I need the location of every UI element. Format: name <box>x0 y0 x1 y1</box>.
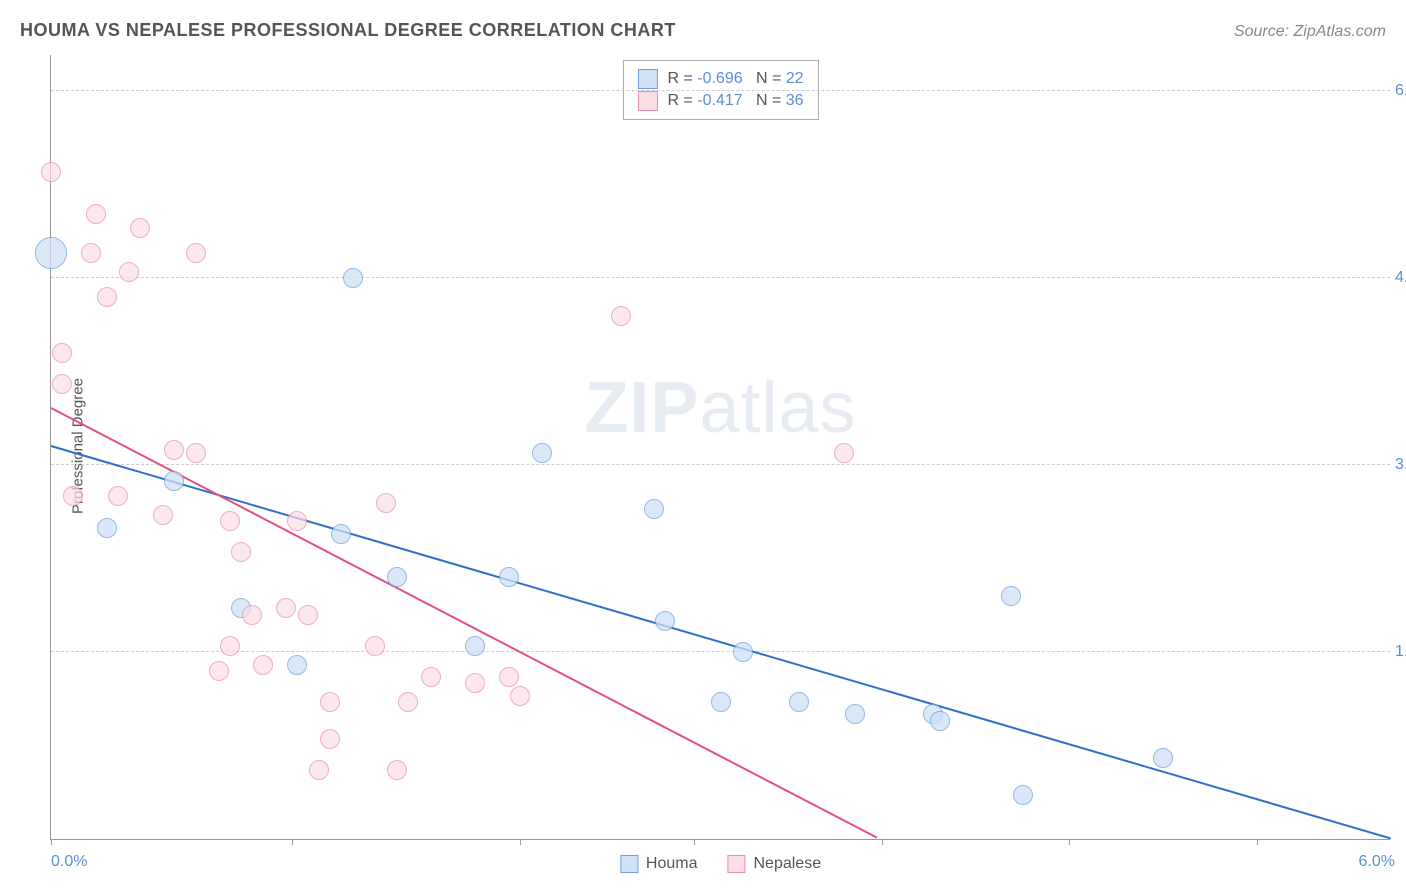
data-point-nepalese <box>81 243 101 263</box>
data-point-houma <box>845 704 865 724</box>
chart-header: HOUMA VS NEPALESE PROFESSIONAL DEGREE CO… <box>20 20 1386 41</box>
data-point-houma <box>1153 748 1173 768</box>
gridline <box>51 277 1390 278</box>
data-point-houma <box>35 237 67 269</box>
gridline <box>51 651 1390 652</box>
data-point-houma <box>465 636 485 656</box>
data-point-houma <box>1001 586 1021 606</box>
series-legend: Houma Nepalese <box>620 855 821 873</box>
x-axis-max-label: 6.0% <box>1359 853 1395 871</box>
y-tick-label: 3.0% <box>1395 456 1406 474</box>
data-point-houma <box>97 518 117 538</box>
scatter-plot: ZIPatlas R = -0.696 N = 22R = -0.417 N =… <box>50 55 1390 840</box>
y-tick-label: 4.5% <box>1395 269 1406 287</box>
x-tick <box>51 839 52 845</box>
chart-title: HOUMA VS NEPALESE PROFESSIONAL DEGREE CO… <box>20 20 676 41</box>
data-point-nepalese <box>320 692 340 712</box>
legend-label: Houma <box>646 855 698 873</box>
data-point-nepalese <box>611 306 631 326</box>
data-point-houma <box>287 655 307 675</box>
data-point-nepalese <box>298 605 318 625</box>
source-attribution: Source: ZipAtlas.com <box>1234 23 1386 41</box>
data-point-nepalese <box>130 218 150 238</box>
data-point-houma <box>499 567 519 587</box>
x-tick <box>292 839 293 845</box>
x-tick <box>1257 839 1258 845</box>
trend-line-houma <box>51 445 1392 839</box>
data-point-houma <box>655 611 675 631</box>
data-point-nepalese <box>510 686 530 706</box>
data-point-nepalese <box>320 729 340 749</box>
data-point-nepalese <box>276 598 296 618</box>
data-point-nepalese <box>398 692 418 712</box>
data-point-nepalese <box>108 486 128 506</box>
data-point-nepalese <box>63 486 83 506</box>
data-point-nepalese <box>421 667 441 687</box>
data-point-nepalese <box>41 162 61 182</box>
data-point-nepalese <box>365 636 385 656</box>
gridline <box>51 90 1390 91</box>
data-point-nepalese <box>834 443 854 463</box>
data-point-nepalese <box>209 661 229 681</box>
legend-label: Nepalese <box>753 855 821 873</box>
data-point-houma <box>1013 785 1033 805</box>
data-point-nepalese <box>499 667 519 687</box>
data-point-nepalese <box>387 760 407 780</box>
legend-item: Nepalese <box>727 855 821 873</box>
legend-item: Houma <box>620 855 698 873</box>
data-point-houma <box>387 567 407 587</box>
legend-row: R = -0.696 N = 22 <box>637 69 803 89</box>
data-point-nepalese <box>164 440 184 460</box>
data-point-nepalese <box>242 605 262 625</box>
data-point-nepalese <box>186 243 206 263</box>
data-point-nepalese <box>119 262 139 282</box>
data-point-nepalese <box>465 673 485 693</box>
data-point-nepalese <box>253 655 273 675</box>
x-tick <box>694 839 695 845</box>
legend-swatch <box>637 69 657 89</box>
legend-swatch <box>637 91 657 111</box>
data-point-houma <box>644 499 664 519</box>
data-point-nepalese <box>52 343 72 363</box>
data-point-nepalese <box>220 511 240 531</box>
x-tick <box>520 839 521 845</box>
data-point-houma <box>164 471 184 491</box>
data-point-houma <box>711 692 731 712</box>
data-point-nepalese <box>309 760 329 780</box>
legend-swatch <box>620 855 638 873</box>
data-point-nepalese <box>231 542 251 562</box>
gridline <box>51 464 1390 465</box>
data-point-houma <box>789 692 809 712</box>
data-point-nepalese <box>287 511 307 531</box>
x-tick <box>1069 839 1070 845</box>
legend-swatch <box>727 855 745 873</box>
watermark: ZIPatlas <box>584 367 856 449</box>
data-point-houma <box>532 443 552 463</box>
y-tick-label: 1.5% <box>1395 643 1406 661</box>
data-point-houma <box>331 524 351 544</box>
data-point-nepalese <box>97 287 117 307</box>
data-point-nepalese <box>52 374 72 394</box>
data-point-nepalese <box>220 636 240 656</box>
data-point-nepalese <box>376 493 396 513</box>
data-point-houma <box>733 642 753 662</box>
data-point-nepalese <box>186 443 206 463</box>
x-axis-min-label: 0.0% <box>51 853 87 871</box>
data-point-houma <box>930 711 950 731</box>
data-point-nepalese <box>153 505 173 525</box>
data-point-houma <box>343 268 363 288</box>
y-tick-label: 6.0% <box>1395 82 1406 100</box>
legend-row: R = -0.417 N = 36 <box>637 91 803 111</box>
x-tick <box>882 839 883 845</box>
data-point-nepalese <box>86 204 106 224</box>
